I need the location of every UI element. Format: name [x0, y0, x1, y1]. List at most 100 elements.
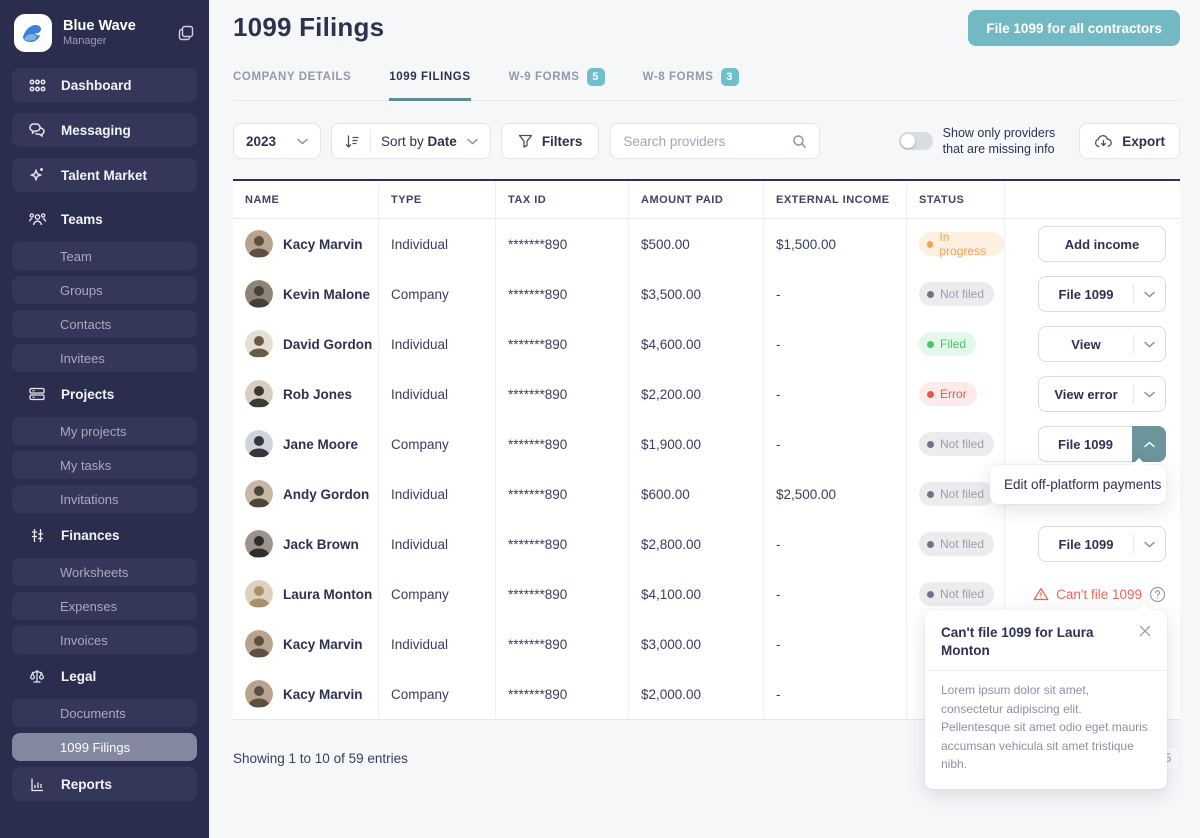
sidebar-item-label: Documents [60, 705, 126, 721]
scales-icon [27, 668, 47, 685]
sidebar-item-messaging[interactable]: Messaging [12, 113, 197, 147]
sidebar-item-label: Projects [61, 386, 115, 402]
column-header-status: STATUS [907, 181, 1005, 219]
tab-count-badge: 5 [586, 68, 605, 86]
avatar [245, 380, 273, 408]
external-income: - [764, 269, 907, 319]
sidebar-item-expenses[interactable]: Expenses [12, 592, 197, 620]
sidebar-item-invitees[interactable]: Invitees [12, 344, 197, 372]
sidebar-item-worksheets[interactable]: Worksheets [12, 558, 197, 586]
search-field[interactable] [623, 133, 784, 149]
contractor-type: Company [379, 419, 496, 469]
view-error-button[interactable]: View error [1038, 376, 1166, 412]
sidebar-item-teams[interactable]: Teams [12, 203, 197, 235]
amount-paid: $3,000.00 [629, 619, 764, 669]
sidebar-item-invoices[interactable]: Invoices [12, 626, 197, 654]
file-1099-button[interactable]: File 1099 [1038, 276, 1166, 312]
sidebar-item-contacts[interactable]: Contacts [12, 310, 197, 338]
status-badge: Not filed [919, 282, 995, 306]
sidebar-item-my-projects[interactable]: My projects [12, 417, 197, 445]
external-income: $2,500.00 [764, 469, 907, 519]
sidebar-item-label: Expenses [60, 598, 118, 614]
chevron-down-icon[interactable] [1133, 534, 1165, 554]
column-header-external-income: EXTERNAL INCOME [764, 181, 907, 219]
tax-id: *******890 [496, 369, 629, 419]
tabs-bar: COMPANY DETAILS 1099 FILINGS W-9 FORMS 5… [233, 68, 1180, 101]
sort-button[interactable]: Sort by Date [331, 123, 491, 159]
tab-company-details[interactable]: COMPANY DETAILS [233, 68, 351, 101]
chevron-down-icon[interactable] [1133, 334, 1165, 354]
file-1099-button[interactable]: File 1099 [1038, 526, 1166, 562]
bar-chart-icon [27, 776, 47, 793]
amount-paid: $600.00 [629, 469, 764, 519]
sidebar-item-legal[interactable]: Legal [12, 660, 197, 692]
app-logo [14, 14, 52, 52]
file-1099-all-button[interactable]: File 1099 for all contractors [968, 10, 1180, 46]
sidebar-item-team[interactable]: Team [12, 242, 197, 270]
tab-w9-forms[interactable]: W-9 FORMS 5 [509, 68, 605, 101]
file-1099-split-button[interactable]: File 1099 [1038, 426, 1166, 462]
sidebar-item-label: Legal [61, 668, 97, 684]
tax-id: *******890 [496, 419, 629, 469]
sidebar-item-groups[interactable]: Groups [12, 276, 197, 304]
chevron-down-icon [467, 138, 478, 145]
menu-item-edit-off-platform-payments[interactable]: Edit off-platform payments [1004, 477, 1162, 492]
wave-logo-icon [20, 20, 46, 46]
sidebar-item-projects[interactable]: Projects [12, 378, 197, 410]
avatar [245, 330, 273, 358]
sidebar-item-dashboard[interactable]: Dashboard [12, 68, 197, 102]
sidebar-item-invitations[interactable]: Invitations [12, 485, 197, 513]
external-income: - [764, 669, 907, 719]
export-button[interactable]: Export [1079, 123, 1180, 159]
sidebar-item-label: Teams [61, 211, 103, 227]
dashboard-grid-icon [27, 77, 47, 94]
view-button[interactable]: View [1038, 326, 1166, 362]
sidebar-item-reports[interactable]: Reports [12, 767, 197, 801]
sidebar-item-label: Groups [60, 282, 103, 298]
tab-label: 1099 FILINGS [389, 71, 471, 83]
search-input[interactable] [610, 123, 821, 159]
sort-icon [344, 134, 360, 149]
contractor-type: Individual [379, 469, 496, 519]
year-select[interactable]: 2023 [233, 123, 321, 159]
file-1099-button[interactable]: File 1099 [1038, 426, 1132, 462]
contractor-name: Laura Monton [283, 586, 373, 602]
sidebar-item-finances[interactable]: Finances [12, 519, 197, 551]
close-icon[interactable] [1139, 625, 1151, 637]
chevron-up-icon[interactable] [1132, 426, 1166, 462]
main-content: 1099 Filings File 1099 for all contracto… [209, 0, 1200, 790]
tab-1099-filings[interactable]: 1099 FILINGS [389, 68, 471, 101]
collapse-sidebar-icon[interactable] [177, 24, 195, 42]
amount-paid: $2,000.00 [629, 669, 764, 719]
contractor-name: Jack Brown [283, 536, 359, 552]
contractor-type: Company [379, 569, 496, 619]
avatar [245, 480, 273, 508]
sidebar-item-1099-filings[interactable]: 1099 Filings [12, 733, 197, 761]
sidebar-item-talent-market[interactable]: Talent Market [12, 158, 197, 192]
avatar [245, 230, 273, 258]
contractor-name: David Gordon [283, 336, 373, 352]
filters-button[interactable]: Filters [500, 123, 600, 159]
help-question-icon[interactable] [1149, 586, 1166, 603]
column-header-name: NAME [233, 181, 379, 219]
contractor-type: Individual [379, 219, 496, 269]
sidebar-item-label: Finances [61, 527, 120, 543]
missing-info-toggle[interactable] [898, 132, 933, 150]
sidebar-item-label: Invitees [60, 350, 105, 366]
contractor-type: Individual [379, 319, 496, 369]
sidebar-item-my-tasks[interactable]: My tasks [12, 451, 197, 479]
status-badge: Not filed [919, 532, 995, 556]
status-dot-icon [927, 440, 934, 448]
sidebar-item-documents[interactable]: Documents [12, 699, 197, 727]
tab-w8-forms[interactable]: W-8 FORMS 3 [643, 68, 739, 101]
contractor-type: Individual [379, 619, 496, 669]
chevron-down-icon[interactable] [1133, 284, 1165, 304]
app-name: Blue Wave [63, 18, 136, 35]
add-income-button[interactable]: Add income [1038, 226, 1166, 262]
chevron-down-icon[interactable] [1133, 384, 1165, 404]
sliders-icon [27, 527, 47, 544]
sidebar-item-label: Talent Market [61, 167, 148, 183]
table-row: Jane Moore Company *******890 $1,900.00 … [233, 419, 1180, 469]
table-row: Kacy Marvin Company *******890 $2,000.00… [233, 669, 1180, 719]
contractor-type: Company [379, 269, 496, 319]
